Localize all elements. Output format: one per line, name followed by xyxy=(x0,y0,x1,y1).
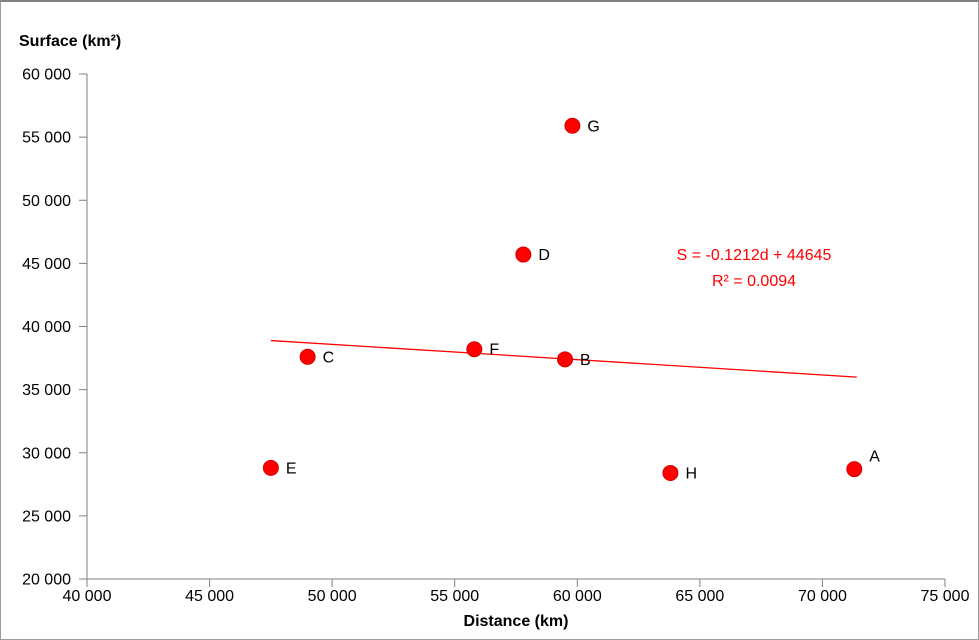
trendline-equation: S = -0.1212d + 44645 R² = 0.0094 xyxy=(629,243,879,295)
x-tick-label: 55 000 xyxy=(430,588,479,605)
trendline-equation-line1: S = -0.1212d + 44645 xyxy=(676,247,832,264)
data-point-G xyxy=(564,117,581,134)
x-tick-label: 50 000 xyxy=(308,588,357,605)
data-point-E xyxy=(262,459,279,476)
point-label-D: D xyxy=(538,247,550,264)
x-tick-label: 40 000 xyxy=(63,588,112,605)
point-label-F: F xyxy=(489,342,499,359)
data-point-D xyxy=(515,246,532,263)
point-label-A: A xyxy=(869,449,880,466)
y-tick-label: 55 000 xyxy=(22,130,71,147)
y-tick-label: 35 000 xyxy=(22,382,71,399)
y-tick-label: 25 000 xyxy=(22,508,71,525)
x-tick-label: 60 000 xyxy=(553,588,602,605)
x-axis-title: Distance (km) xyxy=(463,613,569,630)
point-label-G: G xyxy=(587,118,599,135)
data-point-B xyxy=(557,351,574,368)
y-axis-title: Surface (km²) xyxy=(19,33,122,50)
point-label-E: E xyxy=(286,460,297,477)
x-tick-label: 70 000 xyxy=(798,588,847,605)
y-tick-label: 40 000 xyxy=(22,319,71,336)
y-tick-label: 50 000 xyxy=(22,193,71,210)
y-tick-label: 45 000 xyxy=(22,256,71,273)
trendline-r-squared: R² = 0.0094 xyxy=(711,273,797,290)
point-label-H: H xyxy=(685,465,697,482)
y-tick-label: 30 000 xyxy=(22,445,71,462)
point-label-B: B xyxy=(580,352,591,369)
y-tick-label: 60 000 xyxy=(22,67,71,84)
data-point-C xyxy=(299,348,316,365)
data-point-H xyxy=(662,464,679,481)
point-label-C: C xyxy=(323,349,335,366)
y-tick-label: 20 000 xyxy=(22,572,71,589)
data-point-A xyxy=(846,461,863,478)
data-point-F xyxy=(466,341,483,358)
x-tick-label: 75 000 xyxy=(921,588,970,605)
x-tick-label: 65 000 xyxy=(675,588,724,605)
x-tick-label: 45 000 xyxy=(185,588,234,605)
